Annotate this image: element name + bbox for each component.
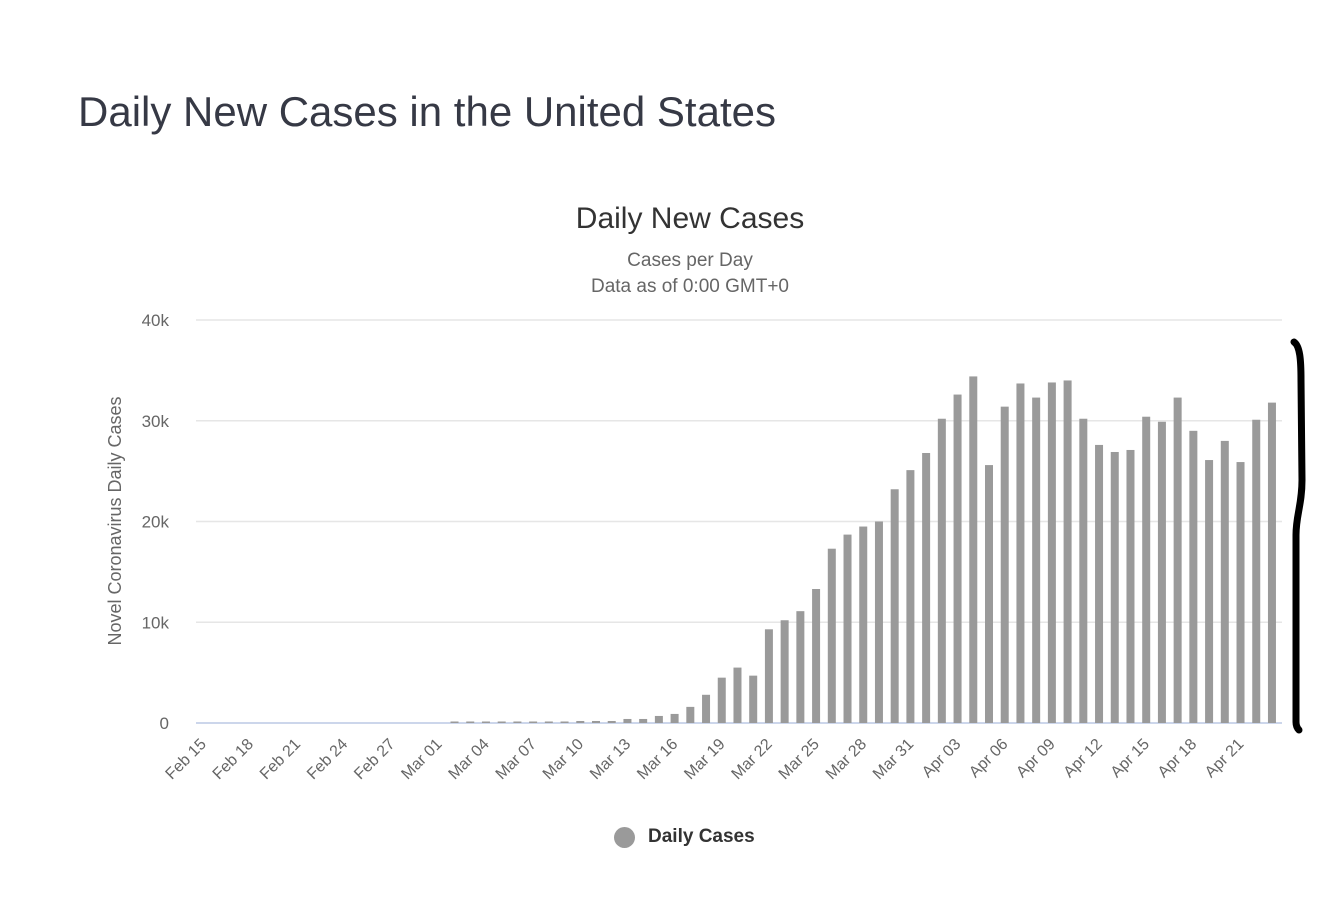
x-tick-label: Feb 15 xyxy=(163,736,210,783)
bar-apr-01[interactable] xyxy=(922,452,931,723)
bar-mar-12[interactable] xyxy=(607,720,616,723)
bar-mar-20[interactable] xyxy=(733,667,742,723)
bar-apr-04[interactable] xyxy=(969,376,978,723)
bar-apr-02[interactable] xyxy=(937,418,946,723)
x-tick-label: Mar 07 xyxy=(493,736,540,783)
bar-mar-25[interactable] xyxy=(812,589,821,723)
bar-apr-12[interactable] xyxy=(1095,444,1104,723)
bar-apr-06[interactable] xyxy=(1000,406,1009,723)
chart-subtitle-line-1: Cases per Day xyxy=(627,250,753,271)
bar-apr-05[interactable] xyxy=(985,465,993,723)
x-tick-label: Apr 03 xyxy=(919,736,964,781)
x-tick-label: Mar 13 xyxy=(587,736,634,783)
x-tick-label: Apr 21 xyxy=(1202,736,1247,781)
bar-apr-22[interactable] xyxy=(1252,419,1261,723)
bar-mar-08[interactable] xyxy=(544,721,553,724)
bar-mar-31[interactable] xyxy=(906,470,915,723)
y-tick-label: 20k xyxy=(142,513,170,532)
gridlines xyxy=(196,319,1282,724)
x-tick-label: Apr 15 xyxy=(1108,736,1153,781)
bar-apr-21[interactable] xyxy=(1236,462,1245,723)
bar-mar-16[interactable] xyxy=(670,713,679,723)
y-tick-label: 30k xyxy=(142,412,170,431)
x-tick-label: Mar 22 xyxy=(729,736,776,783)
bar-mar-09[interactable] xyxy=(560,721,569,724)
bar-apr-03[interactable] xyxy=(953,394,962,723)
bar-mar-24[interactable] xyxy=(796,611,805,723)
bar-mar-27[interactable] xyxy=(843,534,852,723)
bar-apr-09[interactable] xyxy=(1047,382,1056,723)
legend-label: Daily Cases xyxy=(648,826,755,847)
x-tick-label: Mar 01 xyxy=(398,736,445,783)
x-tick-label: Feb 27 xyxy=(351,736,398,783)
bar-apr-14[interactable] xyxy=(1126,449,1135,723)
bar-mar-28[interactable] xyxy=(859,526,868,723)
x-tick-label: Mar 28 xyxy=(823,736,870,783)
bar-apr-13[interactable] xyxy=(1110,451,1119,723)
bar-mar-22[interactable] xyxy=(764,629,773,723)
legend[interactable]: Daily Cases xyxy=(614,826,755,848)
bar-mar-02[interactable] xyxy=(450,721,459,724)
bar-apr-17[interactable] xyxy=(1173,397,1182,723)
x-tick-label: Feb 21 xyxy=(257,736,304,783)
bar-mar-05[interactable] xyxy=(497,721,506,724)
bar-mar-07[interactable] xyxy=(529,721,538,724)
legend-dot-icon xyxy=(614,826,635,848)
bar-apr-07[interactable] xyxy=(1016,383,1025,723)
x-tick-label: Mar 16 xyxy=(634,736,681,783)
bar-mar-11[interactable] xyxy=(592,720,600,723)
bar-mar-19[interactable] xyxy=(717,677,726,723)
y-axis-label: Novel Coronavirus Daily Cases xyxy=(105,396,125,645)
annotation-bracket xyxy=(1290,338,1306,734)
bar-apr-23[interactable] xyxy=(1267,402,1276,723)
bar-mar-29[interactable] xyxy=(874,521,883,724)
chart-title: Daily New Cases xyxy=(575,202,805,235)
bar-mar-30[interactable] xyxy=(890,489,899,723)
bar-mar-17[interactable] xyxy=(686,706,695,723)
bar-mar-21[interactable] xyxy=(749,675,758,723)
y-tick-label: 0 xyxy=(160,714,169,733)
x-tick-label: Apr 06 xyxy=(966,736,1011,781)
x-tick-label: Mar 25 xyxy=(776,736,823,783)
bar-mar-15[interactable] xyxy=(654,715,663,723)
bar-mar-23[interactable] xyxy=(780,620,789,723)
chart-subtitle-line-2: Data as of 0:00 GMT+0 xyxy=(590,276,789,297)
bar-mar-06[interactable] xyxy=(513,721,522,724)
bar-apr-10[interactable] xyxy=(1063,380,1072,723)
x-axis-ticks: Feb 15 Feb 18 Feb 21 Feb 24 Feb 27 Mar 01 Mar … xyxy=(163,736,1248,783)
x-tick-label: Apr 18 xyxy=(1155,736,1200,781)
bar-mar-03[interactable] xyxy=(466,721,475,724)
bar-mar-10[interactable] xyxy=(576,720,585,723)
x-tick-label: Apr 12 xyxy=(1061,736,1106,781)
bar-mar-18[interactable] xyxy=(702,694,711,723)
bar-apr-16[interactable] xyxy=(1157,421,1166,723)
bar-apr-18[interactable] xyxy=(1189,430,1198,723)
x-tick-label: Feb 24 xyxy=(304,736,351,783)
bar-mar-26[interactable] xyxy=(827,548,836,723)
bar-apr-11[interactable] xyxy=(1079,418,1088,723)
page-title: Daily New Cases in the United States xyxy=(78,88,776,135)
y-tick-label: 40k xyxy=(142,311,170,330)
x-tick-label: Mar 31 xyxy=(870,736,917,783)
bar-apr-20[interactable] xyxy=(1220,440,1229,723)
bar-apr-08[interactable] xyxy=(1032,397,1041,723)
x-tick-label: Feb 18 xyxy=(210,736,257,783)
x-tick-label: Mar 19 xyxy=(681,736,728,783)
x-tick-label: Mar 10 xyxy=(540,736,587,783)
bar-mar-13[interactable] xyxy=(623,718,632,723)
bar-apr-19[interactable] xyxy=(1205,460,1214,723)
y-axis-ticks: 0 10k 20k 30k 40k xyxy=(142,311,170,733)
x-tick-label: Apr 09 xyxy=(1013,736,1058,781)
y-tick-label: 10k xyxy=(142,613,170,632)
bars xyxy=(450,376,1276,724)
bar-mar-04[interactable] xyxy=(481,721,490,724)
bar-apr-15[interactable] xyxy=(1142,416,1151,723)
x-tick-label: Mar 04 xyxy=(446,736,493,783)
bar-mar-14[interactable] xyxy=(639,718,648,723)
